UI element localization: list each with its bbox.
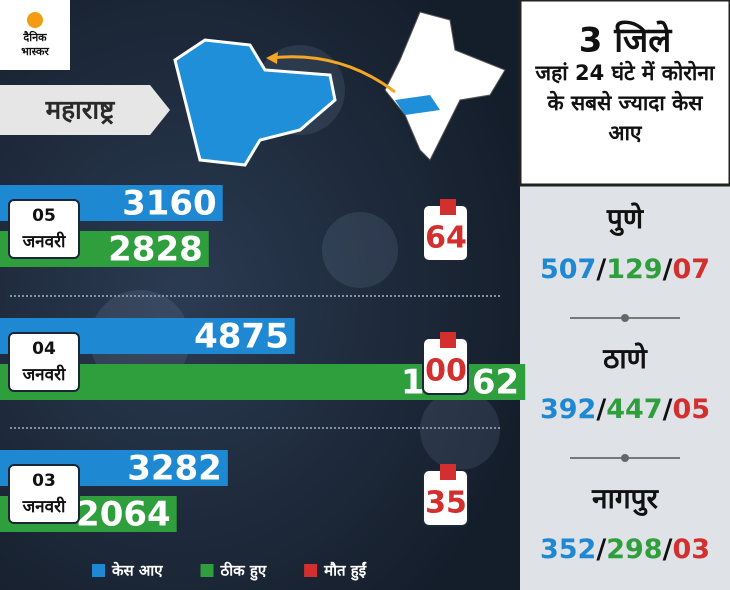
legend-swatch: [92, 564, 105, 577]
divider-dot: [621, 454, 629, 462]
badge-flag: [440, 332, 456, 348]
india-highlight: [395, 95, 440, 115]
date-label: 03 जनवरी: [8, 464, 80, 524]
figure: 03: [672, 534, 710, 565]
side-subtitle-box: जहां 24 घंटे में कोरोना के सबसे ज्यादा क…: [535, 61, 715, 145]
figure: 352: [540, 534, 596, 565]
logo-sun: [27, 12, 43, 28]
date-label: 04 जनवरी: [8, 332, 80, 392]
separator: /: [663, 254, 673, 285]
legend-label: ठीक हुए: [220, 562, 267, 582]
state-map: [173, 38, 337, 167]
death-badge: 64: [422, 199, 469, 262]
death-badge: 00: [422, 332, 469, 395]
district-name: पुणे: [606, 202, 645, 236]
date-label: 05 जनवरी: [8, 199, 80, 259]
badge-flag: [440, 199, 456, 215]
bar-label: 3160: [122, 184, 217, 224]
legend-label: मौत हुईं: [323, 562, 367, 582]
legend-swatch: [200, 564, 214, 577]
india-map: [384, 11, 506, 161]
death-label: 00: [425, 354, 467, 389]
side-subtitle: जहां 24 घंटे में कोरोना के सबसे ज्यादा क…: [535, 61, 715, 145]
bar-label: 3282: [127, 449, 222, 489]
logo-line-2: भास्कर: [21, 45, 49, 58]
figure: 129: [606, 254, 662, 285]
bar-label: 2064: [76, 495, 171, 535]
side-header-box: [518, 0, 730, 187]
death-label: 35: [425, 486, 467, 521]
bar-label: 2828: [108, 230, 203, 270]
badge-flag: [440, 464, 456, 480]
district-name: ठाणे: [602, 342, 649, 375]
district-figures: 507/129/07: [540, 254, 710, 285]
legend-swatch: [304, 564, 318, 577]
divider-dot: [621, 314, 629, 322]
separator: /: [663, 394, 673, 425]
figure: 07: [672, 254, 710, 285]
separator: /: [596, 394, 606, 425]
separator: /: [596, 534, 606, 565]
separator: /: [596, 254, 606, 285]
separator: /: [663, 534, 673, 565]
region-tag: [0, 85, 170, 135]
side-title: 3 जिले: [579, 20, 674, 61]
figure: 298: [606, 534, 662, 565]
bar-label: 4875: [194, 317, 289, 357]
figure: 507: [540, 254, 596, 285]
arrow-head: [266, 52, 278, 64]
arrow: [269, 55, 396, 94]
district-figures: 392/447/05: [540, 394, 710, 425]
figure: 392: [540, 394, 596, 425]
death-label: 64: [425, 221, 467, 256]
figure: 447: [606, 394, 662, 425]
logo-line-1: दैनिक: [22, 30, 47, 44]
figure: 05: [672, 394, 710, 425]
region-name: महाराष्ट्र: [45, 96, 116, 126]
logo-box: [0, 0, 70, 70]
legend-label: केस आए: [111, 562, 163, 580]
death-badge: 35: [422, 464, 469, 527]
district-figures: 352/298/03: [540, 534, 710, 565]
district-name: नागपुर: [591, 482, 659, 516]
